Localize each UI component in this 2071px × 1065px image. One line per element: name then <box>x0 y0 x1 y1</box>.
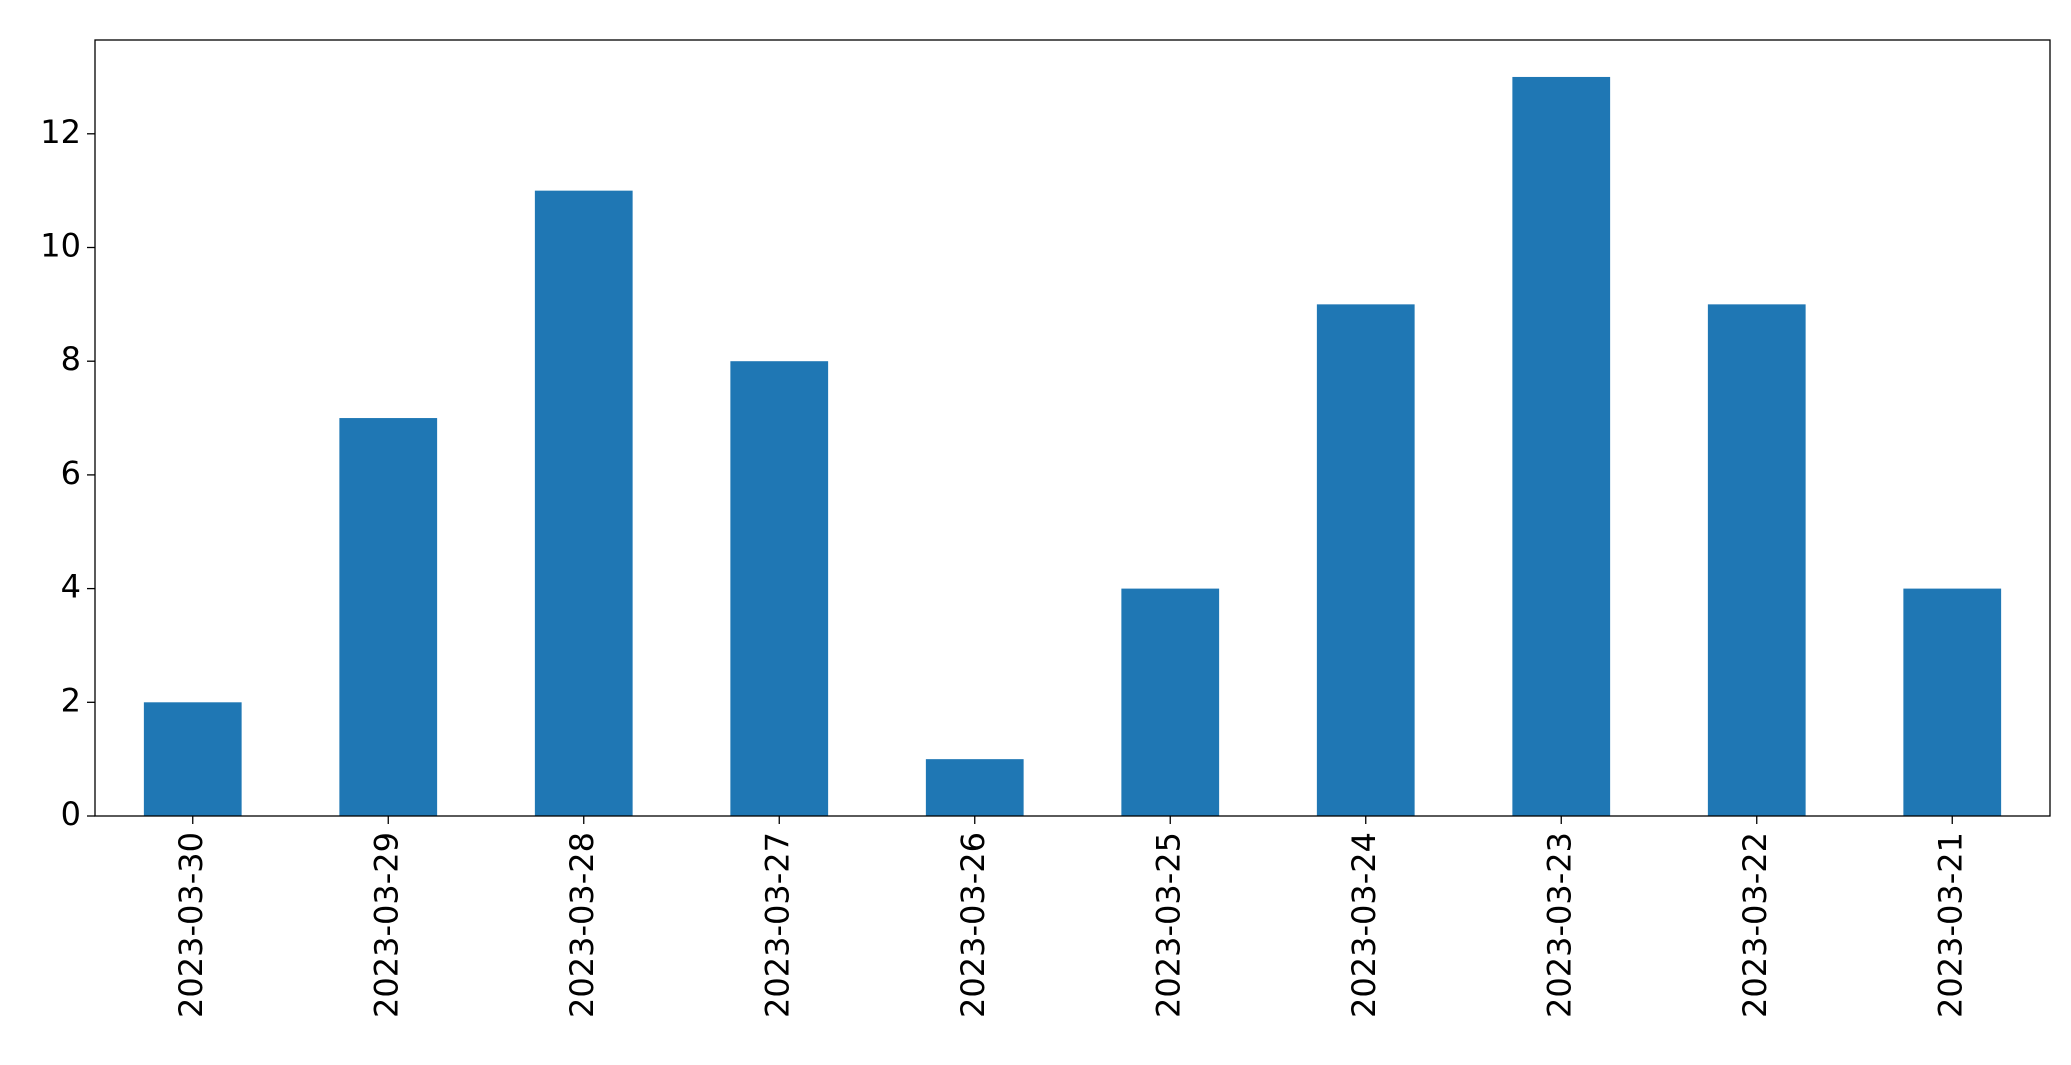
x-tick-label: 2023-03-27 <box>758 832 796 1018</box>
x-tick-label: 2023-03-28 <box>563 832 601 1018</box>
y-tick-label: 2 <box>61 681 81 719</box>
y-tick-label: 0 <box>61 795 81 833</box>
x-tick-label: 2023-03-21 <box>1931 832 1969 1018</box>
y-tick-label: 10 <box>40 227 81 265</box>
x-tick-label: 2023-03-24 <box>1345 832 1383 1018</box>
plot-frame <box>94 39 2051 817</box>
x-tick-label: 2023-03-23 <box>1540 832 1578 1018</box>
bar <box>1903 588 2002 816</box>
bar <box>1707 304 1806 816</box>
bar <box>143 702 242 816</box>
y-tick-label: 6 <box>61 454 81 492</box>
bar <box>1316 304 1415 816</box>
bar <box>1121 588 1220 816</box>
y-tick-label: 12 <box>40 113 81 151</box>
x-tick-label: 2023-03-26 <box>954 832 992 1018</box>
bar <box>925 759 1024 816</box>
bar <box>339 418 438 816</box>
x-tick-label: 2023-03-22 <box>1736 832 1774 1018</box>
bar <box>534 190 633 817</box>
x-tick-label: 2023-03-25 <box>1149 832 1187 1018</box>
x-tick-label: 2023-03-29 <box>367 832 405 1018</box>
y-tick-label: 8 <box>61 340 81 378</box>
y-tick-label: 4 <box>61 568 81 606</box>
x-tick-label: 2023-03-30 <box>172 832 210 1018</box>
bar <box>1512 76 1611 816</box>
bar <box>730 361 829 816</box>
